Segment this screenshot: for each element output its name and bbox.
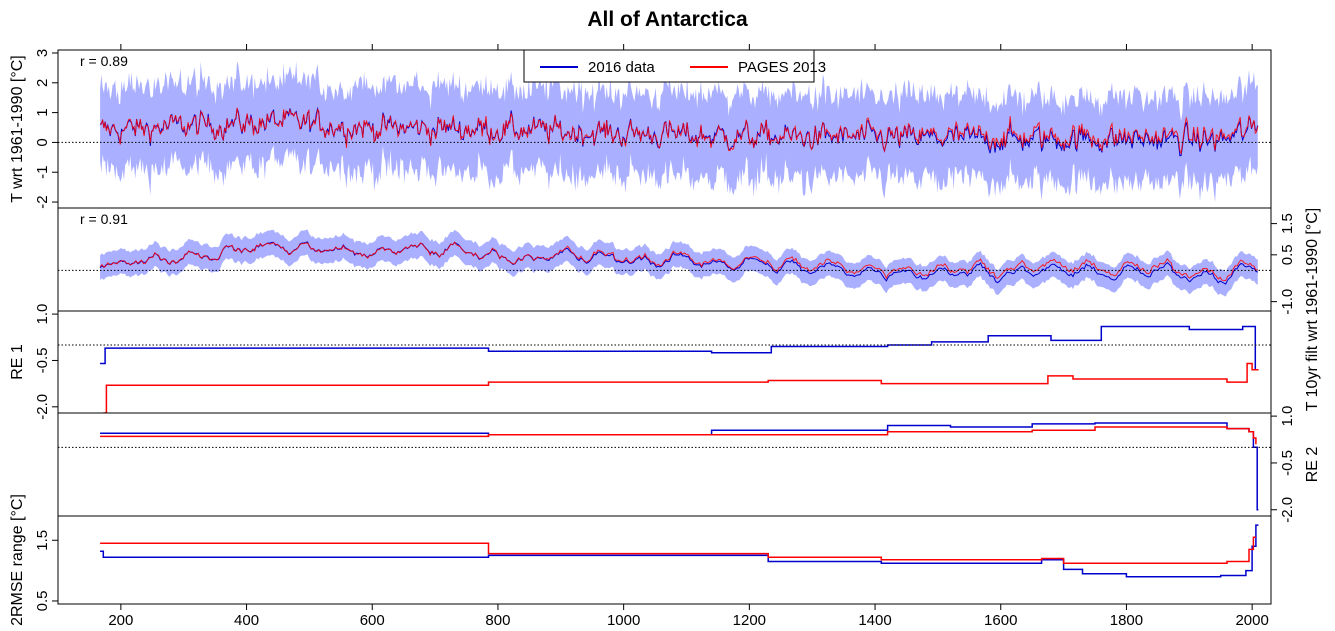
series-line-pages-2013 xyxy=(103,362,1259,413)
y-tick-label: 1.0 xyxy=(1279,406,1296,427)
legend-label: PAGES 2013 xyxy=(738,59,826,76)
correlation-annotation: r = 0.91 xyxy=(80,211,128,227)
y-tick-label: -2.0 xyxy=(34,394,51,420)
y-tick-label: 0 xyxy=(34,138,51,146)
x-tick-label: 2000 xyxy=(1235,612,1268,629)
y-tick-label: -2 xyxy=(34,195,51,208)
panel-frame xyxy=(57,515,1272,605)
y-tick-label: -0.5 xyxy=(1279,450,1296,476)
y-axis-label: T 10yr filt wrt 1961-1990 [°C] xyxy=(1304,208,1321,412)
y-axis-label: RE 2 xyxy=(1304,447,1321,483)
panel-4 xyxy=(100,524,1259,578)
x-tick-label: 1200 xyxy=(733,612,766,629)
y-tick-label: 2 xyxy=(34,79,51,87)
panel-frame xyxy=(57,412,1272,517)
legend-label: 2016 data xyxy=(588,59,655,76)
y-tick-label: 1 xyxy=(34,108,51,116)
x-tick-label: 1400 xyxy=(858,612,891,629)
y-tick-label: -1.0 xyxy=(1279,289,1296,315)
panel-1 xyxy=(99,229,1259,297)
x-tick-label: 1800 xyxy=(1110,612,1143,629)
x-tick-label: 1600 xyxy=(984,612,1017,629)
y-tick-label: -2.0 xyxy=(1279,497,1296,523)
y-tick-label: 1.0 xyxy=(34,304,51,325)
y-axis-label: T wrt 1961-1990 [°C] xyxy=(9,55,26,203)
panel-0 xyxy=(99,61,1259,203)
panel-3 xyxy=(100,422,1259,511)
chart-title: All of Antarctica xyxy=(587,8,748,31)
x-tick-label: 1000 xyxy=(607,612,640,629)
y-tick-label: 3 xyxy=(34,49,51,57)
y-axis-label: RE 1 xyxy=(9,344,26,380)
legend: 2016 data PAGES 2013 xyxy=(523,49,826,83)
y-tick-label: 0.5 xyxy=(34,591,51,612)
y-tick-label: 0.5 xyxy=(1279,244,1296,265)
y-tick-label: -1 xyxy=(34,166,51,179)
x-tick-label: 400 xyxy=(234,612,259,629)
series-line-2016-data xyxy=(100,325,1259,371)
y-tick-label: 1.5 xyxy=(1279,213,1296,234)
correlation-annotation: r = 0.89 xyxy=(80,53,128,69)
x-tick-label: 600 xyxy=(360,612,385,629)
series-line-2016-data xyxy=(100,524,1259,578)
series-line-pages-2013 xyxy=(99,241,1258,282)
x-tick-label: 800 xyxy=(485,612,510,629)
y-tick-label: -0.5 xyxy=(34,348,51,374)
panel-2 xyxy=(100,325,1259,413)
y-tick-label: 1.5 xyxy=(34,530,51,551)
series-line-pages-2013 xyxy=(100,536,1256,565)
series-line-pages-2013 xyxy=(99,107,1259,155)
series-line-2016-data xyxy=(100,422,1259,511)
panel-frame xyxy=(57,310,1272,414)
y-axis-label: 2RMSE range [°C] xyxy=(9,494,26,626)
x-tick-label: 200 xyxy=(108,612,133,629)
uncertainty-band xyxy=(100,229,1258,297)
series-line-pages-2013 xyxy=(100,426,1257,445)
